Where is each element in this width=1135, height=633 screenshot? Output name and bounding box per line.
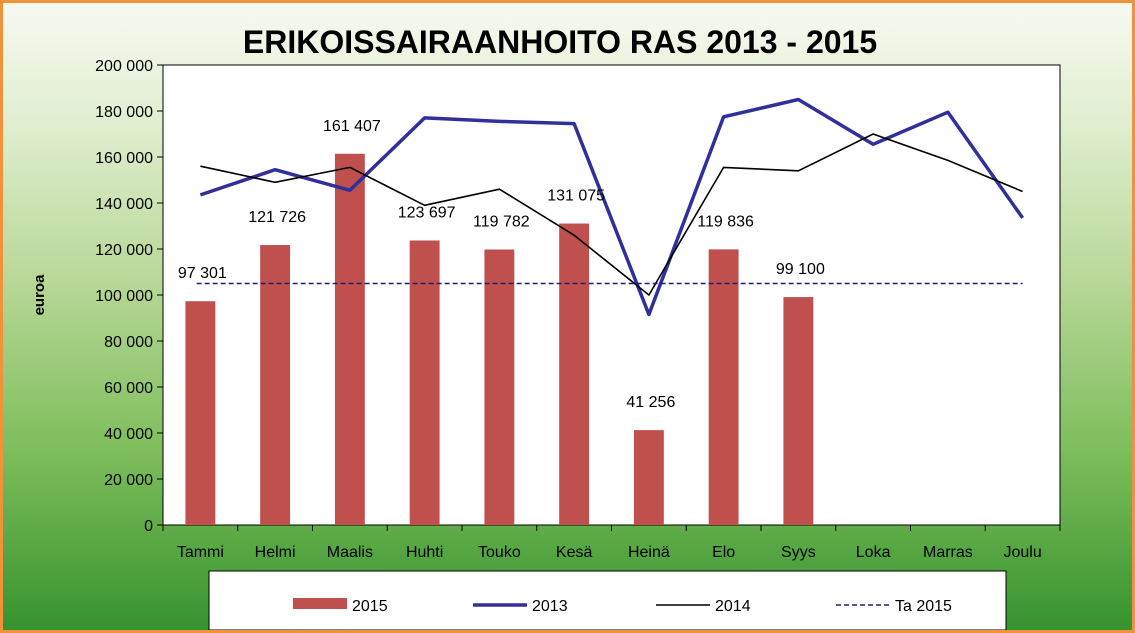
legend-label-2013: 2013 — [532, 598, 568, 615]
legend-label-2015: 2015 — [352, 598, 388, 615]
data-label: 41 256 — [626, 394, 675, 411]
legend: 2015 2013 2014 Ta 2015 — [293, 598, 952, 615]
y-tick-label: 0 — [144, 518, 153, 535]
bar-2015 — [260, 245, 291, 525]
x-tick-label: Syys — [781, 544, 816, 561]
data-label: 121 726 — [248, 209, 306, 226]
x-tick-label: Loka — [856, 544, 891, 561]
x-tick-label: Touko — [478, 544, 521, 561]
x-tick-label: Helmi — [255, 544, 296, 561]
y-tick-label: 80 000 — [104, 334, 153, 351]
bar-2015 — [484, 249, 515, 525]
y-tick-label: 180 000 — [95, 104, 153, 121]
data-label: 119 836 — [697, 213, 754, 230]
legend-label-Ta-2015: Ta 2015 — [895, 598, 952, 615]
data-label: 131 075 — [547, 188, 605, 205]
legend-label-2014: 2014 — [715, 598, 751, 615]
bar-2015 — [185, 301, 216, 525]
data-label: 97 301 — [178, 265, 227, 282]
chart: ERIKOISSAIRAANHOITO RAS 2013 - 2015 0 20 … — [31, 24, 1061, 630]
data-label: 119 782 — [473, 214, 530, 231]
x-tick-label: Kesä — [556, 544, 593, 561]
x-tick-label: Tammi — [177, 544, 224, 561]
x-tick-label: Marras — [923, 544, 973, 561]
y-tick-label: 120 000 — [95, 242, 153, 259]
x-tick-label: Huhti — [406, 544, 443, 561]
data-label: 123 697 — [398, 204, 456, 221]
bar-2015 — [559, 223, 590, 525]
y-axis-label: euroa — [31, 274, 48, 316]
x-tick-label: Elo — [712, 544, 735, 561]
bar-2015 — [708, 249, 739, 525]
line-series-2014 — [200, 133, 1023, 296]
y-tick-label: 140 000 — [95, 196, 153, 213]
y-tick-label: 100 000 — [95, 288, 153, 305]
y-tick-label: 20 000 — [104, 472, 153, 489]
y-tick-label: 60 000 — [104, 380, 153, 397]
bar-2015 — [633, 430, 664, 525]
data-label: 99 100 — [776, 261, 825, 278]
bar-2015 — [334, 153, 365, 525]
x-tick-label: Joulu — [1004, 544, 1042, 561]
bar-2015 — [409, 240, 440, 526]
x-tick-label: Maalis — [327, 544, 373, 561]
y-tick-label: 200 000 — [95, 58, 153, 75]
y-tick-label: 160 000 — [95, 150, 153, 167]
data-label: 161 407 — [323, 118, 381, 135]
plot-area — [162, 64, 1061, 526]
legend-swatch-2015 — [293, 598, 347, 609]
chart-title: ERIKOISSAIRAANHOITO RAS 2013 - 2015 — [243, 24, 877, 60]
x-tick-label: Heinä — [628, 544, 670, 561]
bar-2015 — [783, 297, 814, 525]
y-tick-label: 40 000 — [104, 426, 153, 443]
